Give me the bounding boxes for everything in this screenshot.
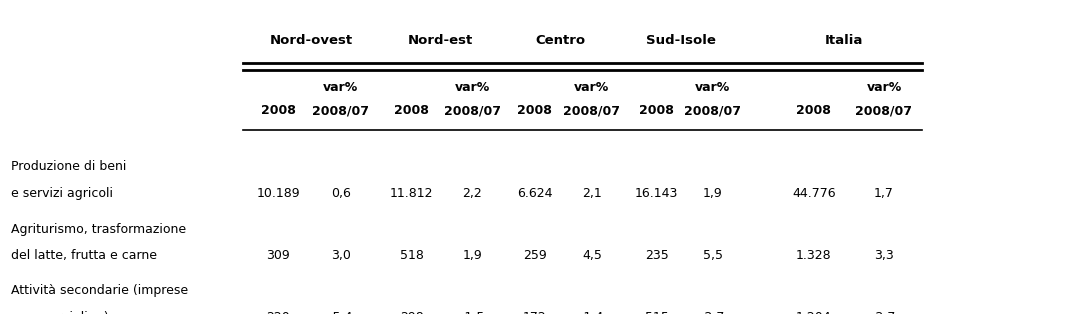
Text: Nord-est: Nord-est: [407, 34, 473, 47]
Text: 2008/07: 2008/07: [856, 104, 912, 117]
Text: 0,6: 0,6: [331, 187, 350, 200]
Text: -5,4: -5,4: [329, 311, 353, 314]
Text: 44.776: 44.776: [792, 187, 835, 200]
Text: del latte, frutta e carne: del latte, frutta e carne: [11, 249, 156, 263]
Text: 2,2: 2,2: [462, 187, 482, 200]
Text: 1,9: 1,9: [462, 249, 482, 263]
Text: 2008: 2008: [639, 104, 674, 117]
Text: 1.204: 1.204: [796, 311, 832, 314]
Text: 11.812: 11.812: [390, 187, 433, 200]
Text: 6.624: 6.624: [517, 187, 552, 200]
Text: commerciali,...): commerciali,...): [11, 311, 109, 314]
Text: 1,7: 1,7: [874, 187, 894, 200]
Text: Centro: Centro: [536, 34, 585, 47]
Text: 172: 172: [523, 311, 547, 314]
Text: 2008/07: 2008/07: [564, 104, 620, 117]
Text: 2008/07: 2008/07: [685, 104, 741, 117]
Text: 2008/07: 2008/07: [313, 104, 369, 117]
Text: Attività secondarie (imprese: Attività secondarie (imprese: [11, 284, 188, 297]
Text: 1,9: 1,9: [703, 187, 722, 200]
Text: var%: var%: [455, 81, 489, 95]
Text: 2008: 2008: [517, 104, 552, 117]
Text: 3,0: 3,0: [331, 249, 350, 263]
Text: -2,7: -2,7: [701, 311, 724, 314]
Text: 235: 235: [645, 249, 668, 263]
Text: 298: 298: [400, 311, 424, 314]
Text: Italia: Italia: [825, 34, 862, 47]
Text: 3,3: 3,3: [874, 249, 894, 263]
Text: Agriturismo, trasformazione: Agriturismo, trasformazione: [11, 223, 185, 236]
Text: 5,5: 5,5: [703, 249, 722, 263]
Text: 10.189: 10.189: [257, 187, 300, 200]
Text: 2008: 2008: [395, 104, 429, 117]
Text: 515: 515: [645, 311, 668, 314]
Text: 4,5: 4,5: [582, 249, 602, 263]
Text: var%: var%: [323, 81, 358, 95]
Text: 259: 259: [523, 249, 547, 263]
Text: var%: var%: [867, 81, 901, 95]
Text: Sud-Isole: Sud-Isole: [646, 34, 716, 47]
Text: 16.143: 16.143: [635, 187, 678, 200]
Text: 2,1: 2,1: [582, 187, 602, 200]
Text: 220: 220: [266, 311, 290, 314]
Text: 309: 309: [266, 249, 290, 263]
Text: -1,5: -1,5: [460, 311, 484, 314]
Text: e servizi agricoli: e servizi agricoli: [11, 187, 113, 200]
Text: 1.328: 1.328: [796, 249, 832, 263]
Text: 2008: 2008: [261, 104, 295, 117]
Text: 2008: 2008: [797, 104, 831, 117]
Text: -1,4: -1,4: [580, 311, 604, 314]
Text: var%: var%: [695, 81, 730, 95]
Text: -2,7: -2,7: [872, 311, 896, 314]
Text: Nord-ovest: Nord-ovest: [270, 34, 353, 47]
Text: 518: 518: [400, 249, 424, 263]
Text: var%: var%: [575, 81, 609, 95]
Text: 2008/07: 2008/07: [444, 104, 500, 117]
Text: Produzione di beni: Produzione di beni: [11, 160, 126, 173]
